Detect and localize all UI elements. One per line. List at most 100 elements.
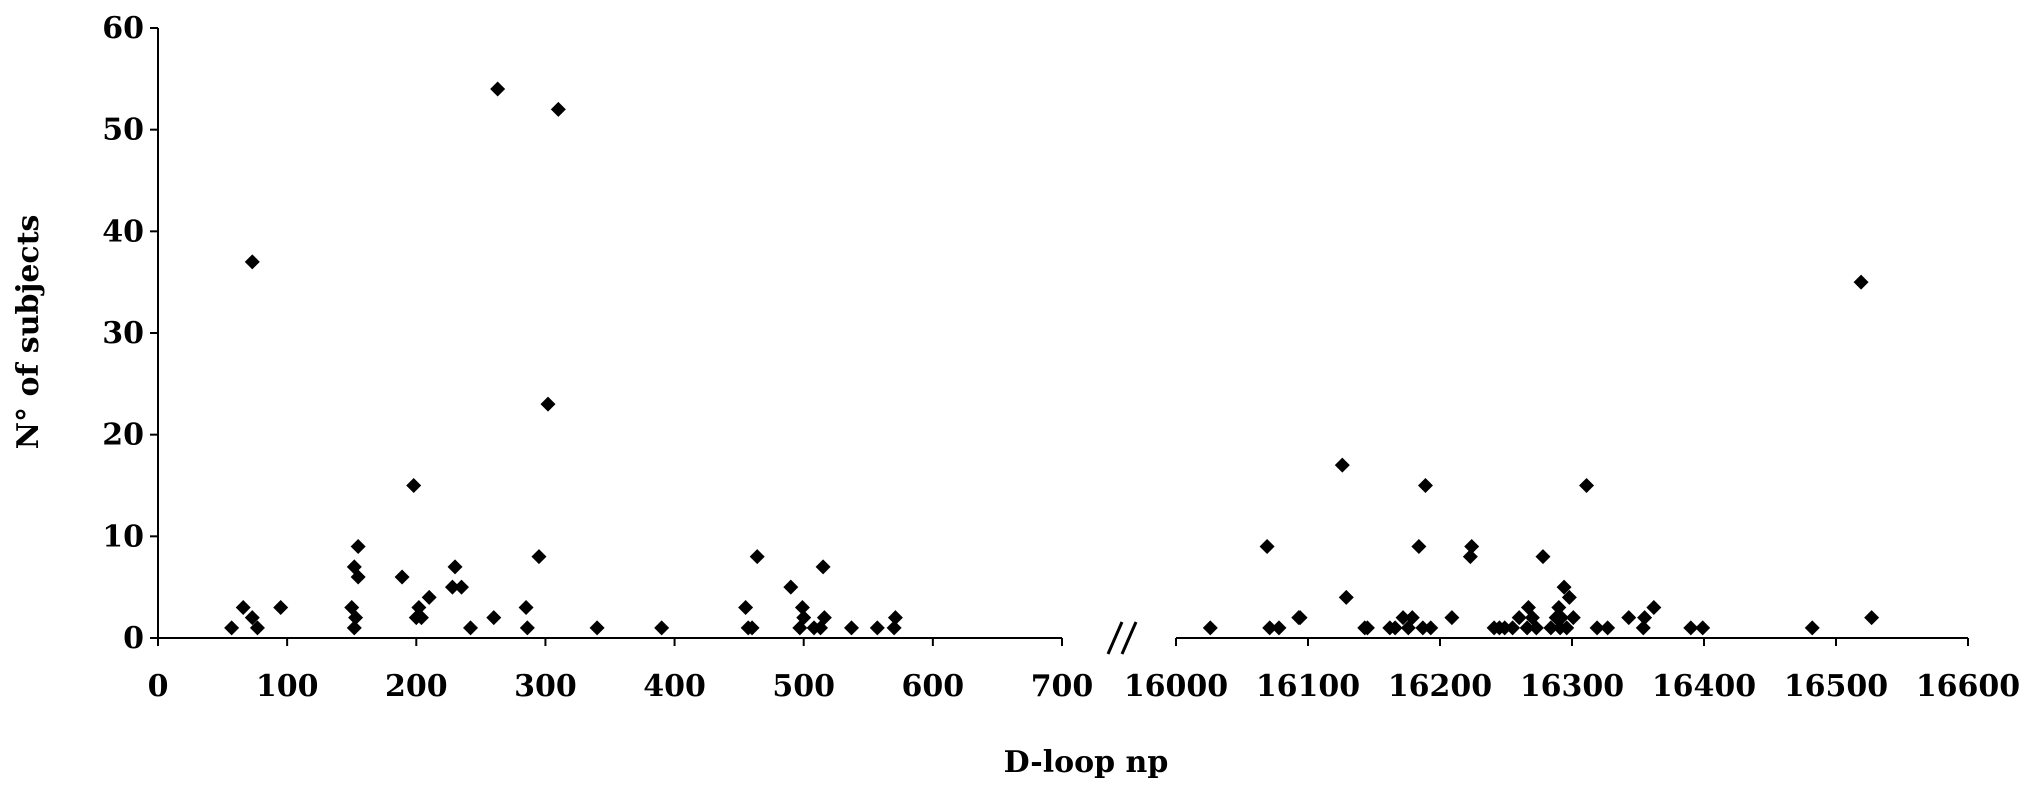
data-point — [453, 579, 469, 595]
axes — [150, 27, 1969, 655]
data-point — [406, 478, 422, 493]
data-point — [519, 620, 535, 636]
x-tick-label: 600 — [902, 669, 965, 704]
data-point — [350, 539, 366, 554]
data-point — [1334, 457, 1350, 473]
data-point — [1411, 539, 1427, 554]
data-point — [1338, 589, 1354, 605]
x-tick-label: 16100 — [1256, 669, 1360, 704]
data-point — [1553, 610, 1569, 626]
data-point — [1853, 274, 1869, 290]
data-point — [1635, 620, 1651, 636]
data-point — [1511, 610, 1527, 626]
x-tick-label: 16400 — [1652, 669, 1756, 704]
data-point — [550, 101, 566, 117]
data-point — [540, 396, 556, 412]
data-point — [1543, 620, 1559, 636]
data-point — [1262, 620, 1278, 636]
x-tick-label: 500 — [772, 669, 835, 704]
data-point — [654, 620, 670, 636]
data-point — [1359, 620, 1375, 636]
data-point — [224, 620, 240, 636]
data-point — [413, 610, 429, 626]
data-point — [816, 610, 832, 626]
data-point — [1444, 610, 1460, 626]
data-point — [1864, 610, 1880, 626]
x-tick-label: 16200 — [1388, 669, 1492, 704]
data-point — [531, 549, 547, 565]
data-point — [244, 254, 260, 270]
x-tick-label: 300 — [514, 669, 577, 704]
data-point — [444, 579, 460, 595]
x-tick-label: 200 — [385, 669, 448, 704]
data-point — [1589, 620, 1605, 636]
data-point — [1292, 610, 1308, 626]
axis-break-mark — [1106, 621, 1124, 655]
data-point — [1387, 620, 1403, 636]
data-point — [887, 610, 903, 626]
x-axis-title: D-loop np — [1004, 745, 1169, 780]
y-tick-label: 30 — [102, 316, 144, 351]
data-point — [346, 620, 362, 636]
x-tick-label: 16500 — [1784, 669, 1888, 704]
data-point — [1556, 579, 1572, 595]
data-point — [843, 620, 859, 636]
data-point — [1551, 600, 1567, 615]
data-point — [348, 610, 364, 626]
data-point — [486, 610, 502, 626]
data-point — [1695, 620, 1711, 636]
data-point — [796, 610, 812, 626]
data-point — [738, 600, 754, 615]
data-point — [1462, 549, 1478, 565]
x-tick-label: 400 — [643, 669, 706, 704]
data-point — [394, 569, 410, 585]
y-tick-label: 50 — [102, 113, 144, 148]
x-tick-label: 100 — [256, 669, 319, 704]
data-point — [1202, 620, 1218, 636]
data-point — [490, 81, 506, 97]
axis-break-mark — [1120, 621, 1138, 655]
y-tick-label: 40 — [102, 214, 144, 249]
x-tick-label: 16600 — [1916, 669, 2020, 704]
data-point — [1559, 620, 1575, 636]
data-point — [1579, 478, 1595, 493]
data-point — [421, 589, 437, 605]
data-point — [783, 579, 799, 595]
data-point — [1415, 620, 1431, 636]
y-tick-label: 0 — [123, 621, 144, 656]
data-point — [1683, 620, 1699, 636]
data-point — [589, 620, 605, 636]
y-tick-label: 60 — [102, 11, 144, 46]
data-point — [794, 600, 810, 615]
data-point — [273, 600, 289, 615]
data-point — [1637, 610, 1653, 626]
data-point — [235, 600, 251, 615]
data-point — [1404, 610, 1420, 626]
data-point — [1417, 478, 1433, 493]
data-point — [749, 549, 765, 565]
x-tick-label: 16000 — [1124, 669, 1228, 704]
data-point — [1519, 620, 1535, 636]
data-point — [1505, 620, 1521, 636]
x-tick-label: 16300 — [1520, 669, 1624, 704]
data-point — [1535, 549, 1551, 565]
data-point — [815, 559, 831, 575]
data-point — [1464, 539, 1480, 554]
data-point — [411, 600, 427, 615]
y-tick-label: 10 — [102, 519, 144, 554]
data-point — [1271, 620, 1287, 636]
data-point — [1395, 610, 1411, 626]
data-point — [447, 559, 463, 575]
x-tick-label: 0 — [148, 669, 169, 704]
x-tick-label: 700 — [1031, 669, 1094, 704]
y-axis-title: N° of subjects — [11, 215, 46, 450]
data-point — [463, 620, 479, 636]
data-point — [1497, 620, 1513, 636]
data-point — [244, 610, 260, 626]
data-point — [1259, 539, 1275, 554]
data-point — [1565, 610, 1581, 626]
y-tick-label: 20 — [102, 418, 144, 453]
data-point — [350, 569, 366, 585]
